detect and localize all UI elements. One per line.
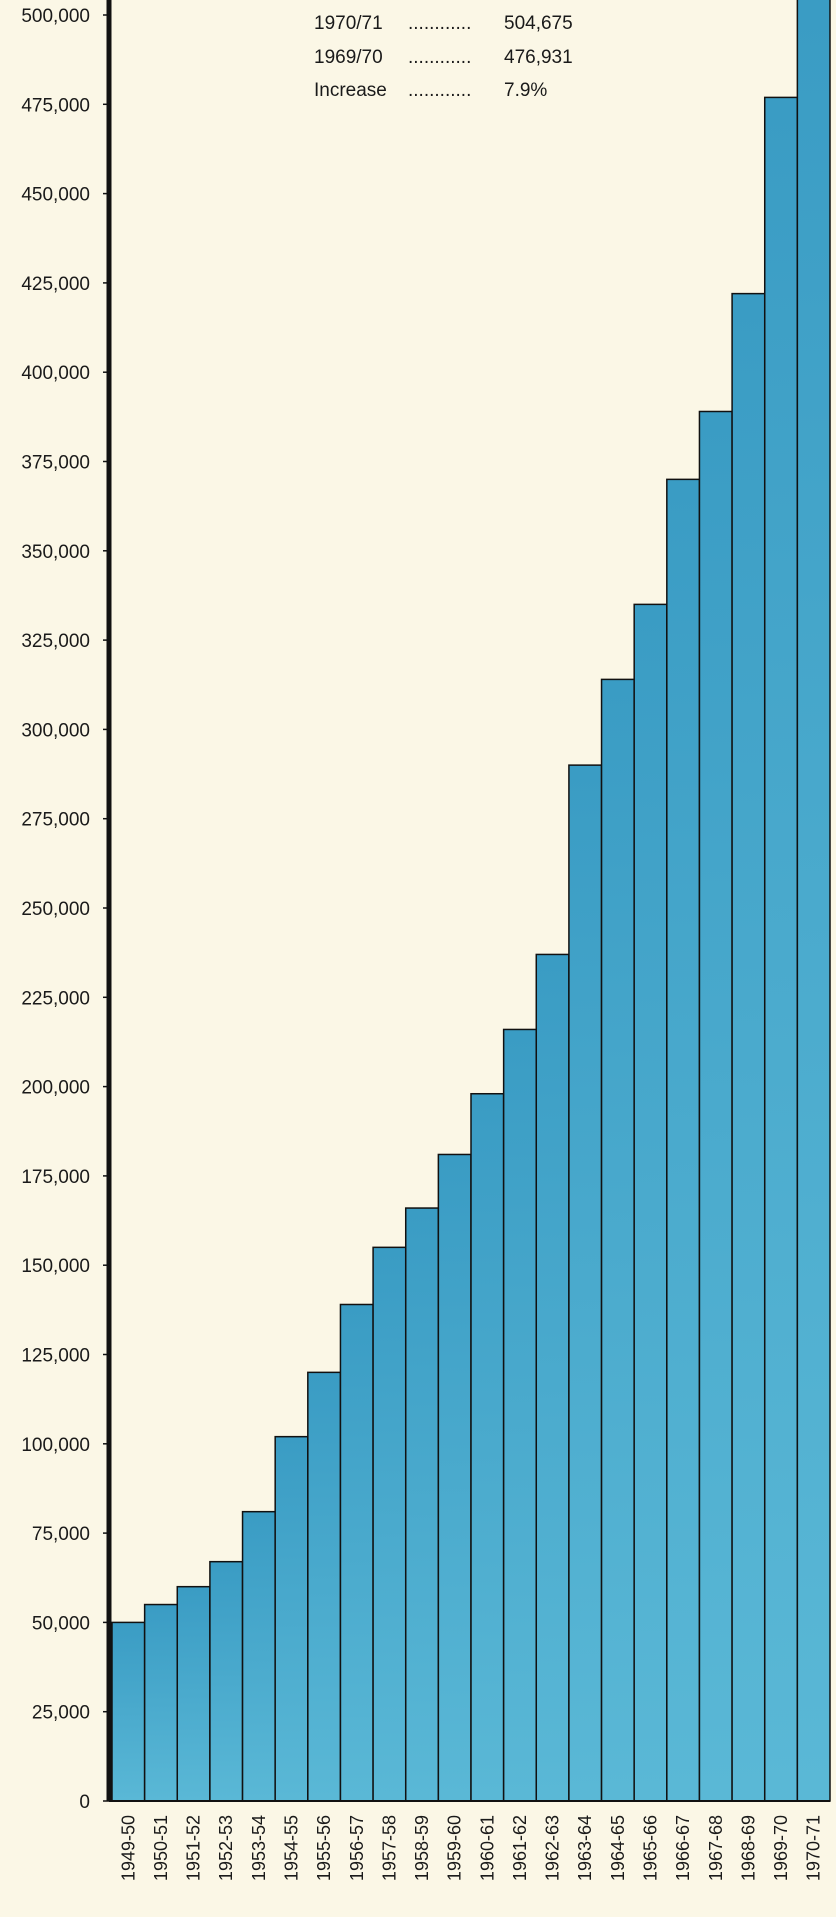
axis-layer [106,0,830,1802]
y-tick-label: 0 [79,1792,90,1813]
y-tick-label: 275,000 [21,810,90,831]
y-tick-label: 125,000 [21,1346,90,1367]
bar-1956-57 [339,1303,374,1802]
legend-row-1-label: 1970/71 [314,13,383,34]
bar-1958-59 [404,1207,440,1802]
bar-1969-70 [763,96,799,1802]
y-tick-label: 25,000 [32,1703,90,1724]
x-category-label: 1968-69 [738,1815,758,1881]
y-tick-label: 400,000 [21,363,90,384]
x-category-label: 1953-54 [249,1815,269,1881]
y-tick-label: 200,000 [21,1078,90,1099]
bar-1961-62 [502,1028,538,1802]
bar-1955-56 [307,1371,342,1802]
x-category-label: 1959-60 [445,1815,465,1881]
bar-1965-66 [633,603,668,1802]
x-category-label: 1960-61 [477,1815,497,1881]
x-category-label: 1949-50 [118,1815,138,1881]
x-category-label: 1952-53 [216,1815,236,1881]
x-category-label: 1970-71 [804,1815,824,1881]
x-category-label: 1965-66 [641,1815,661,1881]
x-category-label: 1962-63 [543,1815,563,1881]
y-tick-label: 150,000 [21,1256,90,1277]
bar-1957-58 [372,1246,407,1802]
legend-row-3-label: Increase [314,80,387,101]
x-category-label: 1954-55 [282,1815,302,1881]
x-category-label: 1967-68 [706,1815,726,1881]
legend-row-3-value: 7.9% [504,80,547,101]
y-tick-label: 75,000 [32,1524,90,1545]
bar-1960-61 [470,1092,505,1802]
bar-1970-71 [796,0,831,1802]
y-tick-label: 500,000 [21,6,90,27]
legend-row-2-dots: ............ [408,47,471,68]
x-category-label: 1961-62 [510,1815,530,1881]
legend-row-1-dots: ............ [408,13,471,34]
bar-1966-67 [666,478,701,1802]
bar-1952-53 [209,1560,244,1802]
bar-1949-50 [111,1621,146,1802]
y-tick-label: 100,000 [21,1435,90,1456]
y-tick-label: 50,000 [32,1613,90,1634]
x-category-label: 1958-59 [412,1815,432,1881]
x-category-label: 1966-67 [673,1815,693,1881]
x-category-label: 1963-64 [575,1815,595,1881]
legend-box: 1970/71 ............ 504,675 1969/70 ...… [314,13,573,101]
bar-1951-52 [176,1585,211,1802]
y-tick-labels: 0 25,000 50,000 75,000 100,000 125,000 150,000… [21,6,109,1813]
x-category-label: 1955-56 [314,1815,334,1881]
legend-row-2-value: 476,931 [504,47,573,68]
y-tick-label: 225,000 [21,988,90,1009]
y-tick-label: 175,000 [21,1167,90,1188]
x-category-label: 1951-52 [184,1815,204,1881]
x-category-label: 1950-51 [151,1815,171,1881]
legend-row-2-label: 1969/70 [314,47,383,68]
bar-1967-68 [698,410,733,1802]
y-tick-label: 325,000 [21,631,90,652]
bar-1950-51 [143,1603,179,1802]
legend-row-3-dots: ............ [408,80,471,101]
bar-1962-63 [535,953,570,1802]
y-tick-label: 425,000 [21,274,90,295]
y-tick-label: 350,000 [21,542,90,563]
x-category-label: 1969-70 [771,1815,791,1881]
y-tick-label: 300,000 [21,720,90,741]
x-category-label: 1957-58 [379,1815,399,1881]
legend-row-1-value: 504,675 [504,13,573,34]
bar-1964-65 [600,678,635,1802]
y-tick-label: 250,000 [21,899,90,920]
y-tick-label: 450,000 [21,185,90,206]
bar-1959-60 [437,1153,472,1802]
x-category-label: 1964-65 [608,1815,628,1881]
bar-1963-64 [568,764,603,1802]
bar-1953-54 [241,1510,276,1802]
bar-1954-55 [274,1435,309,1802]
bar-1968-69 [731,292,766,1802]
bars-layer [111,0,831,1802]
x-category-labels: 1949-50 1950-51 1951-52 1952-53 1953-54 1954-… [118,1815,823,1881]
y-tick-label: 375,000 [21,453,90,474]
x-category-label: 1956-57 [347,1815,367,1881]
y-tick-label: 475,000 [21,95,90,116]
